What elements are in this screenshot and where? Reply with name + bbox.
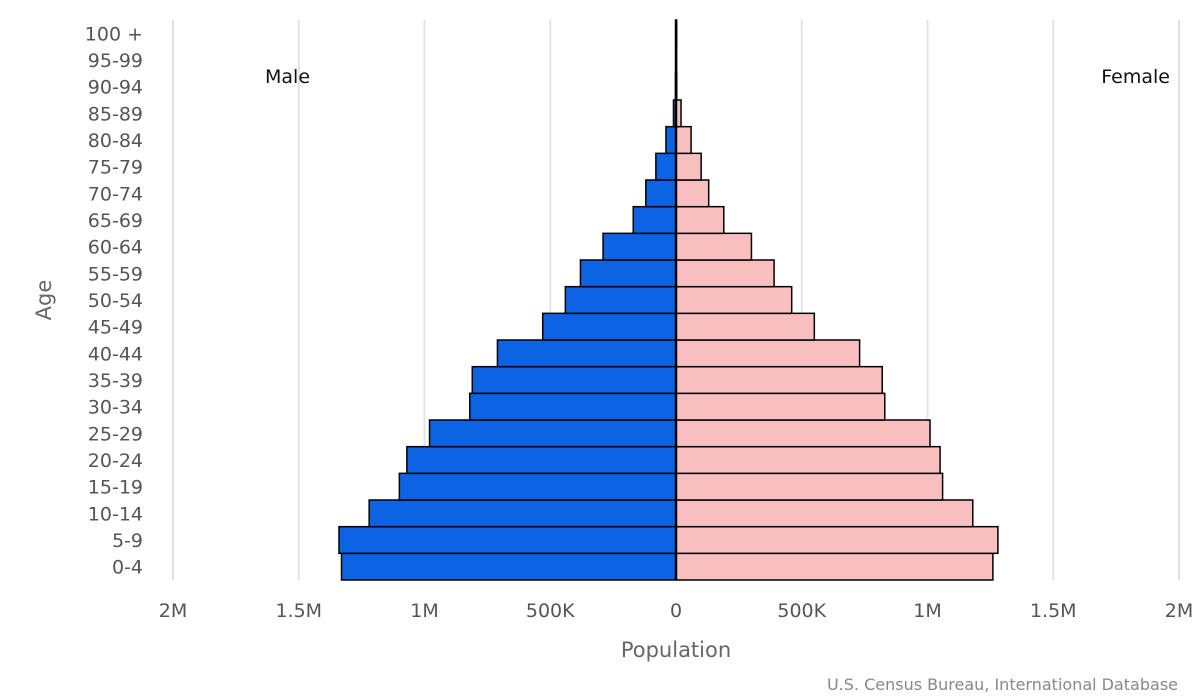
bar-female-30-34	[675, 392, 886, 421]
bar-female-35-39	[675, 365, 883, 395]
grid-lines	[172, 20, 1180, 580]
x-axis-title: Population	[621, 638, 731, 662]
bar-female-50-54	[675, 285, 793, 315]
age-tick-label: 70-74	[88, 183, 143, 205]
age-tick-label: 5-9	[112, 530, 143, 552]
population-tick-labels: 2M 1.5M 1M 500K 0 500K 1M 1.5M 2M	[159, 600, 1193, 622]
bar-female-55-59	[675, 259, 775, 288]
age-tick-label: 25-29	[88, 423, 143, 445]
bar-female-10-14	[675, 499, 974, 528]
age-tick-label: 20-24	[88, 450, 143, 472]
bar-male-65-69	[632, 205, 677, 235]
female-label: Female	[1101, 66, 1170, 88]
population-tick-label: 500K	[526, 600, 575, 622]
bar-female-25-29	[675, 419, 931, 448]
bar-female-40-44	[675, 339, 861, 368]
age-tick-label: 15-19	[88, 477, 143, 499]
age-tick-labels: 0-4 5-9 10-14 15-19 20-24 25-29 30-34 35-39 40-4…	[85, 23, 143, 578]
bar-male-55-59	[579, 259, 677, 288]
population-tick-label: 2M	[159, 600, 187, 622]
bar-female-75-79	[675, 152, 702, 181]
bar-female-70-74	[675, 179, 710, 208]
bar-male-20-24	[406, 445, 677, 475]
population-tick-label: 0	[670, 600, 682, 622]
age-tick-label: 50-54	[88, 290, 143, 312]
age-tick-label: 85-89	[88, 103, 143, 125]
bar-male-40-44	[496, 339, 677, 368]
bar-male-10-14	[368, 499, 677, 528]
bar-male-5-9	[338, 525, 677, 555]
bar-male-15-19	[398, 472, 677, 501]
age-tick-label: 30-34	[88, 397, 143, 419]
bar-male-80-84	[665, 125, 677, 155]
population-tick-label: 1.5M	[275, 600, 322, 622]
source-credit: U.S. Census Bureau, International Databa…	[827, 675, 1178, 694]
age-tick-label: 35-39	[88, 370, 143, 392]
bar-male-45-49	[541, 312, 677, 341]
bar-female-65-69	[675, 205, 725, 235]
population-tick-label: 500K	[777, 600, 826, 622]
male-label: Male	[265, 66, 310, 88]
bar-male-35-39	[471, 365, 677, 395]
bar-female-80-84	[675, 125, 692, 155]
population-tick-label: 1M	[410, 600, 438, 622]
bar-male-70-74	[645, 179, 677, 208]
age-tick-label: 60-64	[88, 237, 143, 259]
age-tick-label: 95-99	[88, 50, 143, 72]
bars	[338, 19, 999, 581]
age-tick-label: 40-44	[88, 343, 143, 365]
bar-female-15-19	[675, 472, 944, 501]
bar-male-30-34	[469, 392, 677, 421]
age-tick-label: 80-84	[88, 130, 143, 152]
age-tick-label: 45-49	[88, 317, 143, 339]
bar-male-75-79	[655, 152, 677, 181]
bar-female-0-4	[675, 552, 994, 581]
bar-female-45-49	[675, 312, 816, 341]
bar-male-25-29	[428, 419, 677, 448]
age-tick-label: 10-14	[88, 503, 143, 525]
bar-female-20-24	[675, 445, 941, 475]
bar-female-60-64	[675, 232, 753, 261]
bar-male-60-64	[602, 232, 677, 261]
bar-female-5-9	[675, 525, 999, 555]
population-tick-label: 1M	[913, 600, 941, 622]
age-tick-label: 90-94	[88, 77, 143, 99]
bar-male-0-4	[340, 552, 677, 581]
age-tick-label: 0-4	[112, 557, 143, 579]
population-tick-label: 1.5M	[1030, 600, 1077, 622]
age-tick-label: 65-69	[88, 210, 143, 232]
age-tick-label: 55-59	[88, 263, 143, 285]
bar-male-50-54	[564, 285, 677, 315]
age-tick-label: 75-79	[88, 157, 143, 179]
age-tick-label: 100 +	[85, 23, 143, 45]
population-tick-label: 2M	[1165, 600, 1193, 622]
y-axis-title: Age	[32, 280, 56, 321]
